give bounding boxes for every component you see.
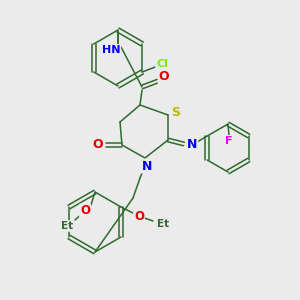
- Text: Cl: Cl: [156, 59, 168, 69]
- Text: N: N: [187, 139, 197, 152]
- Text: HN: HN: [102, 45, 120, 55]
- Text: O: O: [159, 70, 169, 83]
- Text: F: F: [225, 136, 233, 146]
- Text: S: S: [172, 106, 181, 118]
- Text: O: O: [80, 205, 90, 218]
- Text: Et: Et: [157, 219, 169, 229]
- Text: N: N: [142, 160, 152, 172]
- Text: O: O: [93, 139, 103, 152]
- Text: Et: Et: [61, 221, 73, 231]
- Text: O: O: [134, 209, 144, 223]
